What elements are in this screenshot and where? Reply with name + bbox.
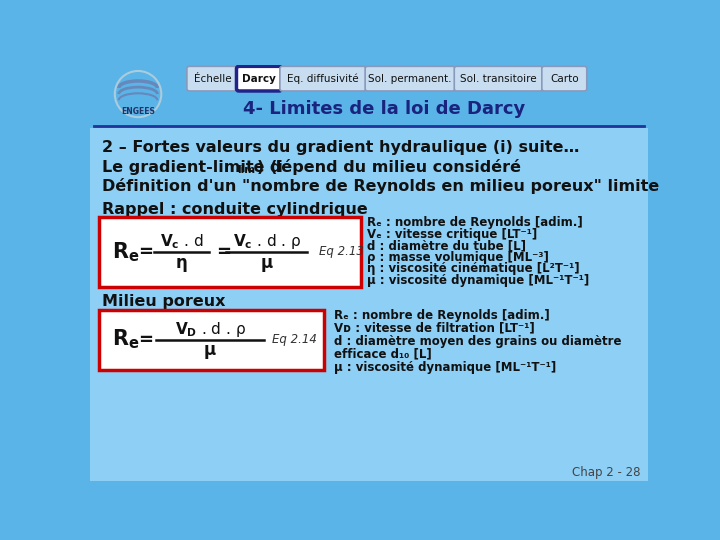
Text: μ: μ: [204, 341, 216, 360]
Text: Chap 2 - 28: Chap 2 - 28: [572, 467, 640, 480]
Text: d : diamètre moyen des grains ou diamètre: d : diamètre moyen des grains ou diamètr…: [334, 335, 621, 348]
FancyBboxPatch shape: [365, 66, 455, 91]
Text: Sol. transitoire: Sol. transitoire: [460, 73, 536, 84]
Text: ENGEES: ENGEES: [121, 106, 155, 116]
Text: $\mathbf{R_e}$: $\mathbf{R_e}$: [112, 240, 139, 264]
Text: efficace d₁₀ [L]: efficace d₁₀ [L]: [334, 348, 432, 361]
FancyBboxPatch shape: [542, 66, 587, 91]
Text: μ : viscosité dynamique [ML⁻¹T⁻¹]: μ : viscosité dynamique [ML⁻¹T⁻¹]: [334, 361, 557, 374]
Text: η : viscosité cinématique [L²T⁻¹]: η : viscosité cinématique [L²T⁻¹]: [367, 262, 580, 275]
FancyBboxPatch shape: [236, 66, 282, 91]
Text: Eq 2.14: Eq 2.14: [272, 333, 317, 346]
Text: $\mathbf{V_D}$ . d . ρ: $\mathbf{V_D}$ . d . ρ: [175, 320, 246, 339]
Text: ρ : masse volumique [ML⁻³]: ρ : masse volumique [ML⁻³]: [367, 251, 549, 264]
Text: d : diamètre du tube [L]: d : diamètre du tube [L]: [367, 239, 526, 252]
FancyBboxPatch shape: [99, 309, 324, 370]
Text: Milieu poreux: Milieu poreux: [102, 294, 225, 309]
Text: Vₑ : vitesse critique [LT⁻¹]: Vₑ : vitesse critique [LT⁻¹]: [367, 228, 538, 241]
Text: Vᴅ : vitesse de filtration [LT⁻¹]: Vᴅ : vitesse de filtration [LT⁻¹]: [334, 322, 535, 335]
Text: Échelle: Échelle: [194, 73, 231, 84]
Text: Rₑ : nombre de Reynolds [adim.]: Rₑ : nombre de Reynolds [adim.]: [367, 216, 583, 229]
Text: $\mathbf{R_e}$: $\mathbf{R_e}$: [112, 328, 139, 352]
Text: Rappel : conduite cylindrique: Rappel : conduite cylindrique: [102, 202, 367, 217]
Text: =: =: [138, 330, 153, 349]
FancyBboxPatch shape: [187, 66, 238, 91]
Text: 2 – Fortes valeurs du gradient hydraulique (i) suite…: 2 – Fortes valeurs du gradient hydrauliq…: [102, 140, 579, 156]
FancyBboxPatch shape: [99, 217, 361, 287]
Text: Eq 2.13: Eq 2.13: [319, 245, 364, 259]
Text: Darcy: Darcy: [242, 73, 276, 84]
Text: Eq. diffusivité: Eq. diffusivité: [287, 73, 359, 84]
Text: =: =: [216, 243, 231, 261]
Text: =: =: [138, 243, 153, 261]
Text: $\mathbf{V_c}$ . d: $\mathbf{V_c}$ . d: [160, 233, 203, 251]
Text: Carto: Carto: [550, 73, 579, 84]
Text: Rₑ : nombre de Reynolds [adim.]: Rₑ : nombre de Reynolds [adim.]: [334, 308, 550, 321]
Text: μ : viscosité dynamique [ML⁻¹T⁻¹]: μ : viscosité dynamique [ML⁻¹T⁻¹]: [367, 274, 590, 287]
Text: Sol. permanent.: Sol. permanent.: [369, 73, 452, 84]
Text: Le gradient-limite (i: Le gradient-limite (i: [102, 160, 282, 175]
FancyBboxPatch shape: [280, 66, 366, 91]
Text: η: η: [176, 254, 187, 272]
Text: ) dépend du milieu considéré: ) dépend du milieu considéré: [256, 159, 521, 175]
Text: lim: lim: [238, 165, 256, 176]
FancyBboxPatch shape: [90, 65, 648, 132]
FancyBboxPatch shape: [90, 128, 648, 481]
Text: μ: μ: [261, 254, 273, 272]
FancyBboxPatch shape: [454, 66, 543, 91]
Text: Définition d'un "nombre de Reynolds en milieu poreux" limite: Définition d'un "nombre de Reynolds en m…: [102, 178, 659, 194]
Text: 4- Limites de la loi de Darcy: 4- Limites de la loi de Darcy: [243, 100, 526, 118]
Text: $\mathbf{V_c}$ . d . ρ: $\mathbf{V_c}$ . d . ρ: [233, 232, 301, 252]
